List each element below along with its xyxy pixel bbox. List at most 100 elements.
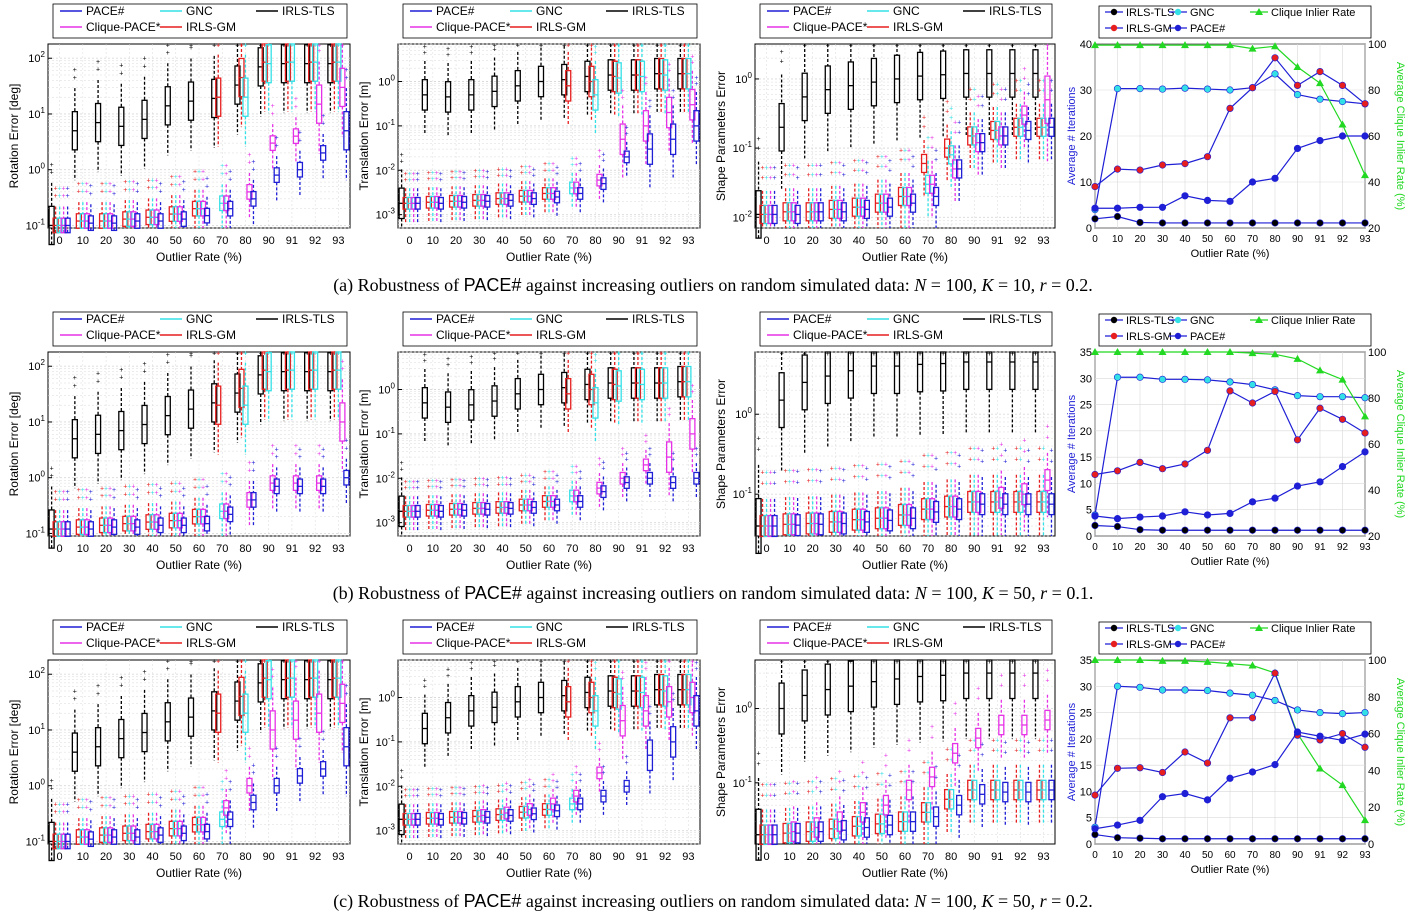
svg-text:+: + <box>597 747 601 754</box>
box-clique-pace--20: ++ <box>106 181 114 229</box>
point-pace--40 <box>1181 508 1189 516</box>
box-irls-gm-10: ++ <box>425 478 432 531</box>
svg-text:+: + <box>100 485 104 492</box>
box-gnc-40: ++ <box>855 774 862 844</box>
x-tick-label: 92 <box>1337 234 1349 245</box>
y-tick-label: 5 <box>1086 505 1092 517</box>
point-gnc-93 <box>1361 394 1369 402</box>
chart-panel-c-shape: 10-1 100 + + + + + + + + + + + + + + + + + + + + + + + + + + + + + + + + +… <box>710 616 1065 886</box>
x-tick-label: 70 <box>566 543 578 555</box>
point-irls-tls-91 <box>1316 526 1324 534</box>
svg-text:+: + <box>182 485 186 492</box>
svg-text:+: + <box>632 351 636 358</box>
svg-text:+: + <box>271 103 275 110</box>
svg-text:+: + <box>907 469 911 476</box>
svg-text:+: + <box>62 809 66 816</box>
box-clique-pace--92: ++ <box>666 659 673 742</box>
x-tick-label: 93 <box>1359 234 1371 245</box>
svg-text:+: + <box>764 165 768 172</box>
svg-text:+: + <box>694 666 698 673</box>
y-tick-label: 101 <box>28 414 45 429</box>
point-pace--80 <box>1271 174 1279 182</box>
box-pace--20: ++ <box>460 170 468 223</box>
box-irls-tls-92: ++ <box>304 351 311 422</box>
svg-text:+: + <box>562 659 566 666</box>
svg-text:+: + <box>504 481 508 488</box>
legend-label: Clique-PACE* <box>86 20 161 34</box>
x-tick-label: 40 <box>853 543 865 555</box>
svg-text:+: + <box>644 81 648 88</box>
svg-text:+: + <box>694 81 698 88</box>
svg-text:+: + <box>131 491 135 498</box>
box-irls-tls-30: ++ <box>118 675 125 789</box>
x-tick-label: 30 <box>473 851 485 863</box>
svg-text:+: + <box>613 351 617 358</box>
svg-text:+: + <box>431 176 435 183</box>
svg-text:+: + <box>964 43 968 50</box>
svg-text:+: + <box>941 659 945 666</box>
box-clique-pace--80: ++ <box>246 746 253 812</box>
svg-text:+: + <box>267 351 271 358</box>
box-irls-gm-91: ++ <box>634 659 642 731</box>
svg-text:+: + <box>135 797 139 804</box>
box-pace--80: ++ <box>956 453 963 536</box>
svg-text:+: + <box>524 780 528 787</box>
caption-param-sym: r <box>1039 891 1047 911</box>
svg-text:+: + <box>792 163 796 170</box>
legend-item: Clique-PACE* <box>60 328 161 342</box>
svg-text:+: + <box>344 67 348 74</box>
box-irls-tls-80: ++ <box>940 351 947 435</box>
svg-text:+: + <box>224 163 228 170</box>
box-irls-tls-40: ++ <box>491 659 498 747</box>
box-clique-pace--91: ++ <box>998 672 1005 760</box>
svg-text:+: + <box>941 43 945 50</box>
svg-text:+: + <box>435 478 439 485</box>
x-tick-label: 20 <box>450 235 462 247</box>
svg-text:+: + <box>551 475 555 482</box>
svg-text:+: + <box>313 659 317 666</box>
legend-label: IRLS-TLS <box>989 620 1042 634</box>
legend-item: IRLS-TLS <box>606 4 685 18</box>
svg-text:+: + <box>1014 88 1018 95</box>
svg-text:+: + <box>313 351 317 358</box>
svg-text:+: + <box>682 351 686 358</box>
point-clique-inlier-rate-91 <box>1316 79 1324 87</box>
svg-text:+: + <box>625 125 629 132</box>
svg-text:+: + <box>435 786 439 793</box>
svg-text:+: + <box>524 164 528 171</box>
svg-text:+: + <box>58 801 62 808</box>
legend-item: PACE# <box>767 4 832 18</box>
svg-text:+: + <box>123 801 127 808</box>
x-tick-label: 0 <box>407 851 413 863</box>
legend-label: Clique Inlier Rate <box>1271 623 1355 635</box>
svg-text:+: + <box>344 683 348 690</box>
svg-text:+: + <box>404 171 408 178</box>
svg-text:+: + <box>872 351 876 358</box>
svg-text:+: + <box>930 453 934 460</box>
box-clique-pace--92: ++ <box>1021 66 1028 148</box>
y-tick-label: 30 <box>1080 373 1092 385</box>
svg-text:+: + <box>309 659 313 666</box>
point-pace--40 <box>1181 789 1189 798</box>
box-clique-pace--93: ++ <box>689 659 696 737</box>
svg-text:+: + <box>282 43 286 50</box>
y-axis-label: Average # Iterations <box>1066 394 1078 493</box>
x-tick-label: 50 <box>520 543 532 555</box>
svg-text:+: + <box>768 175 772 182</box>
svg-text:+: + <box>282 351 286 358</box>
box-irls-tls-60: ++ <box>893 659 901 745</box>
svg-text:+: + <box>659 43 663 50</box>
legend-item: GNC <box>867 312 920 326</box>
svg-text:+: + <box>617 351 621 358</box>
svg-text:+: + <box>819 163 823 170</box>
box-pace--70: ++ <box>577 469 584 523</box>
x-tick-label: 60 <box>899 543 911 555</box>
caption-c: (c) Robustness of PACE# against increasi… <box>333 891 1093 911</box>
point-gnc-40 <box>1181 84 1189 92</box>
svg-text:+: + <box>146 490 150 497</box>
svg-text:+: + <box>593 666 597 673</box>
y-tick-label: 10-3 <box>376 207 396 222</box>
point-clique-inlier-rate-60 <box>1226 41 1234 49</box>
svg-text:+: + <box>328 659 332 666</box>
legend-label: IRLS-TLS <box>282 620 335 634</box>
